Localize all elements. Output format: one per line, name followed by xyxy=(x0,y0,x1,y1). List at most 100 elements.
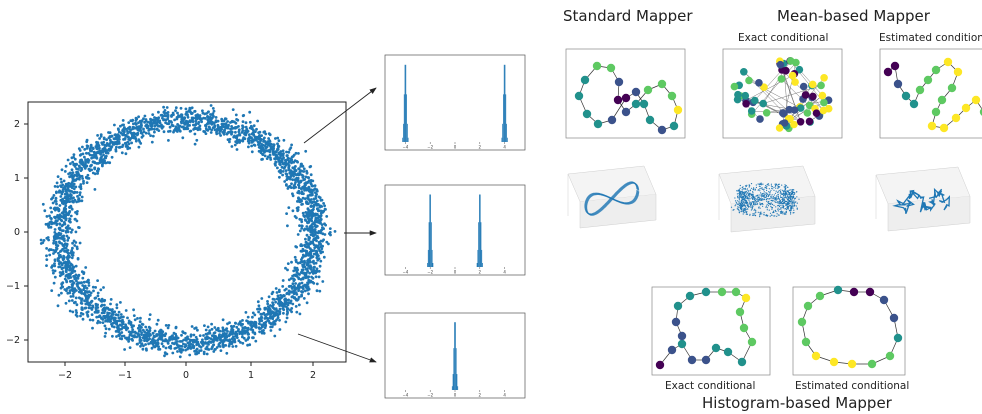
scatter-point xyxy=(218,131,221,135)
scatter-point xyxy=(309,165,313,168)
scatter-point xyxy=(57,231,61,235)
scatter-point xyxy=(297,183,300,187)
scatter-point xyxy=(75,171,79,175)
scatter-point xyxy=(134,119,138,122)
scatter-point xyxy=(58,204,62,207)
scatter-point xyxy=(225,334,229,338)
scatter-point xyxy=(156,318,160,322)
scatter-point xyxy=(237,125,240,128)
scatter-point xyxy=(281,173,284,177)
scatter-point xyxy=(107,308,111,311)
scatter-point xyxy=(264,324,268,328)
histogram-bar xyxy=(430,222,432,267)
3d-point xyxy=(766,205,768,207)
scatter-point xyxy=(309,248,313,252)
3d-point xyxy=(782,198,785,200)
scatter-point xyxy=(140,322,144,326)
scatter-point xyxy=(312,259,315,263)
scatter-point xyxy=(220,339,224,342)
3d-point xyxy=(779,200,782,202)
scatter-point xyxy=(119,124,122,128)
scatter-point xyxy=(167,324,171,327)
scatter-point xyxy=(246,343,250,347)
3d-point xyxy=(777,187,779,190)
scatter-point xyxy=(80,174,84,178)
scatter-point xyxy=(79,187,83,191)
scatter-point xyxy=(241,333,244,336)
3d-point xyxy=(792,189,794,191)
3d-point xyxy=(787,202,789,204)
3d-point xyxy=(750,202,753,204)
scatter-point xyxy=(259,137,263,141)
scatter-point xyxy=(160,342,164,346)
scatter-point xyxy=(188,129,192,133)
scatter-point xyxy=(321,226,324,229)
scatter-point xyxy=(318,196,322,200)
graph-edge xyxy=(611,97,627,121)
scatter-point xyxy=(314,230,318,234)
scatter-point xyxy=(102,153,105,157)
3d-point xyxy=(790,197,792,199)
3d-point xyxy=(745,185,747,187)
scatter-point xyxy=(263,136,266,140)
scatter-point xyxy=(312,238,315,242)
scatter-point xyxy=(60,291,63,295)
scatter-point xyxy=(313,224,317,228)
scatter-point xyxy=(257,145,261,149)
3d-point xyxy=(738,197,740,199)
scatter-point xyxy=(85,144,89,148)
scatter-point xyxy=(65,268,69,271)
3d-point xyxy=(759,190,761,192)
scatter-point xyxy=(79,158,82,162)
scatter-point xyxy=(257,304,261,308)
scatter-point xyxy=(75,247,79,251)
scatter-point xyxy=(319,218,323,221)
scatter-point xyxy=(284,320,288,324)
3d-point xyxy=(771,200,774,202)
scatter-point xyxy=(309,218,313,222)
3d-point xyxy=(786,197,788,199)
3d-pane xyxy=(579,194,657,229)
3d-point xyxy=(765,187,767,189)
scatter-point xyxy=(53,221,57,225)
scatter-point xyxy=(53,215,56,219)
scatter-point xyxy=(230,130,233,134)
scatter-point xyxy=(96,151,99,154)
scatter-point xyxy=(186,341,190,345)
scatter-point xyxy=(143,114,147,118)
3d-point xyxy=(734,205,736,207)
scatter-point xyxy=(313,187,317,191)
scatter-point xyxy=(152,118,156,122)
scatter-point xyxy=(78,177,81,181)
3d-point xyxy=(741,191,743,193)
scatter-point xyxy=(224,126,228,130)
scatter-point xyxy=(127,121,131,124)
scatter-point xyxy=(223,336,227,340)
scatter-point xyxy=(290,287,294,290)
scatter-point xyxy=(311,233,315,237)
graph-node xyxy=(809,92,817,101)
scatter-point xyxy=(285,162,289,166)
scatter-point xyxy=(139,339,143,342)
scatter-point xyxy=(71,310,75,314)
scatter-point xyxy=(132,122,135,126)
scatter-point xyxy=(70,263,74,267)
3d-point xyxy=(782,211,784,213)
scatter-point xyxy=(69,175,73,178)
scatter-point xyxy=(315,289,319,293)
scatter-point xyxy=(141,134,145,138)
scatter-point xyxy=(292,170,296,174)
scatter-point xyxy=(222,339,226,343)
scatter-point xyxy=(83,284,87,288)
3d-point xyxy=(779,203,781,205)
scatter-point xyxy=(134,116,138,120)
scatter-point xyxy=(197,351,201,355)
scatter-point xyxy=(195,138,199,142)
scatter-point xyxy=(153,124,157,128)
scatter-point xyxy=(86,313,89,317)
graph-node xyxy=(779,109,787,117)
scatter-point xyxy=(275,150,278,154)
scatter-point xyxy=(261,323,265,327)
3d-point xyxy=(744,196,746,198)
scatter-point xyxy=(289,157,292,161)
